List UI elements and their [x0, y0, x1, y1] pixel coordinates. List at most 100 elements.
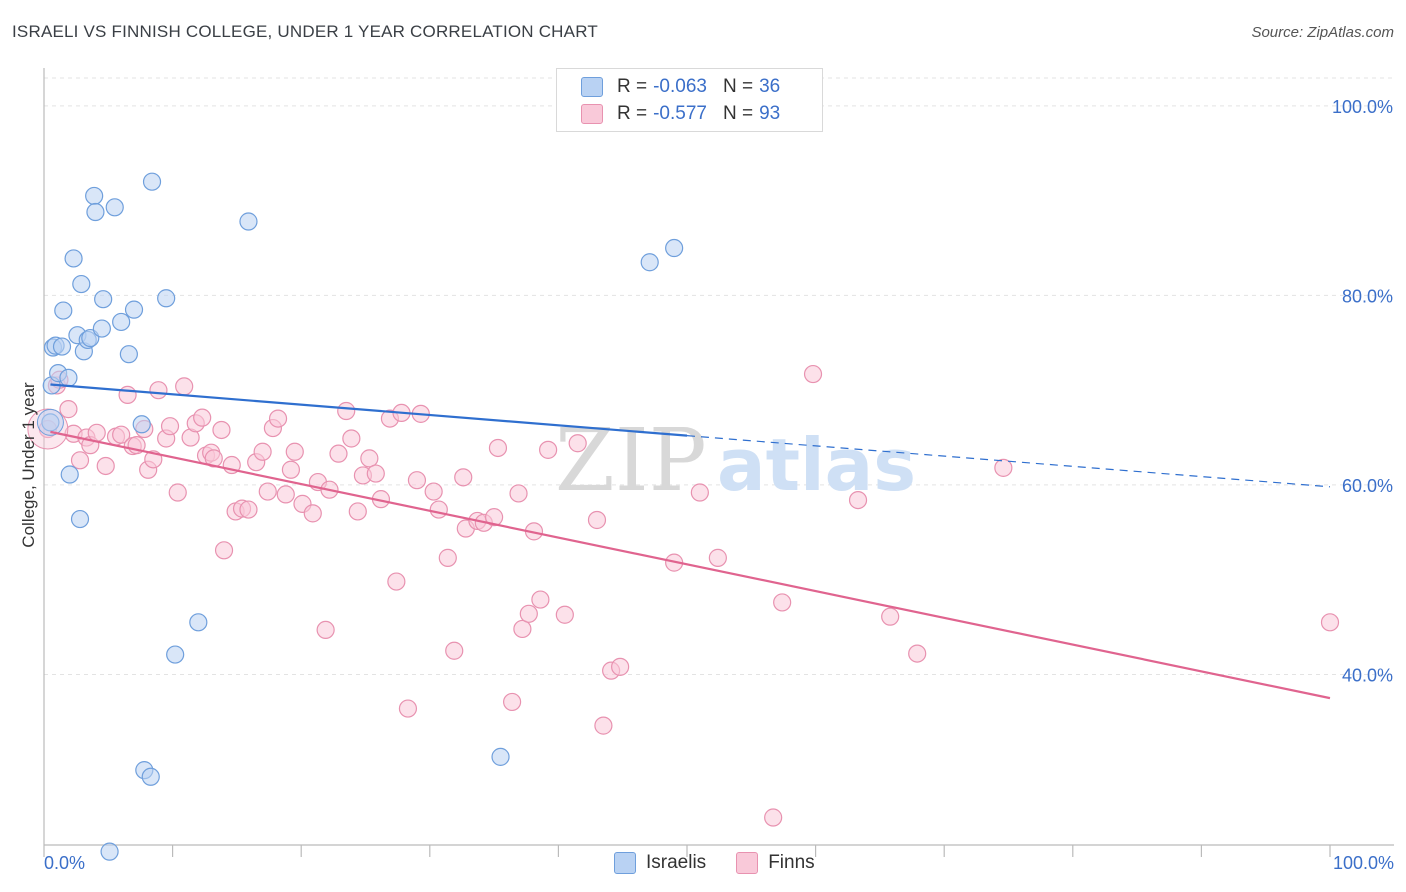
- finns-point[interactable]: [587, 510, 607, 530]
- finns-point[interactable]: [329, 444, 348, 463]
- finns-point[interactable]: [212, 420, 231, 440]
- finns-point[interactable]: [87, 423, 106, 442]
- finns-point[interactable]: [96, 456, 115, 476]
- finns-point[interactable]: [168, 483, 187, 502]
- israelis-trend-extension: [686, 435, 1331, 488]
- israelis-point[interactable]: [100, 842, 119, 861]
- finns-point[interactable]: [149, 381, 168, 400]
- finns-point[interactable]: [531, 590, 550, 609]
- finns-point[interactable]: [239, 500, 258, 519]
- finns-point[interactable]: [994, 458, 1013, 477]
- israelis-point[interactable]: [665, 238, 684, 258]
- finns-point[interactable]: [193, 408, 212, 427]
- finns-point[interactable]: [342, 429, 361, 448]
- finns-point[interactable]: [285, 442, 304, 461]
- finns-point[interactable]: [258, 482, 277, 501]
- finns-point[interactable]: [539, 440, 558, 459]
- israelis-point[interactable]: [239, 212, 258, 231]
- israelis-point[interactable]: [142, 172, 162, 191]
- israelis-swatch: [614, 852, 636, 874]
- finns-points: [27, 364, 1340, 827]
- r-label: R =: [617, 103, 648, 124]
- finns-point[interactable]: [690, 483, 709, 502]
- israelis-point[interactable]: [124, 300, 144, 319]
- x-tick-label-max: 100.0%: [1333, 853, 1394, 873]
- finns-point[interactable]: [568, 434, 587, 453]
- israelis-point[interactable]: [85, 186, 104, 206]
- finns-point[interactable]: [503, 692, 522, 712]
- x-tick-label-min: 0.0%: [44, 853, 85, 873]
- finns-point[interactable]: [118, 385, 137, 405]
- israelis-point[interactable]: [86, 202, 105, 222]
- finns-point[interactable]: [848, 490, 868, 510]
- finns-point[interactable]: [445, 641, 464, 660]
- finns-point[interactable]: [881, 607, 900, 626]
- israelis-point[interactable]: [52, 337, 72, 356]
- finns-point[interactable]: [424, 482, 443, 501]
- finns-point[interactable]: [438, 548, 457, 567]
- finns-point[interactable]: [268, 409, 288, 428]
- finns-point[interactable]: [429, 500, 448, 519]
- finns-point[interactable]: [555, 605, 574, 624]
- israelis-point[interactable]: [60, 465, 79, 484]
- finns-point[interactable]: [160, 417, 180, 436]
- finns-point[interactable]: [708, 548, 727, 567]
- finns-point[interactable]: [594, 716, 613, 735]
- legend-item-finns[interactable]: Finns: [736, 852, 815, 874]
- finns-point[interactable]: [485, 508, 504, 527]
- israelis-point[interactable]: [640, 253, 659, 272]
- n-label: N =: [722, 103, 754, 124]
- finns-point[interactable]: [519, 604, 538, 623]
- n-label: N =: [722, 76, 754, 97]
- israelis-point[interactable]: [54, 301, 73, 320]
- israelis-trend-line: [50, 383, 688, 437]
- israelis-point[interactable]: [72, 274, 91, 294]
- finns-point[interactable]: [281, 460, 301, 479]
- finns-point[interactable]: [175, 377, 194, 396]
- finns-point[interactable]: [764, 808, 783, 827]
- israelis-point[interactable]: [132, 415, 151, 434]
- israelis-point[interactable]: [189, 613, 208, 632]
- israelis-point[interactable]: [92, 319, 111, 338]
- finns-point[interactable]: [908, 644, 927, 663]
- finns-point[interactable]: [337, 401, 356, 421]
- israelis-point[interactable]: [105, 198, 124, 217]
- finns-point[interactable]: [214, 541, 234, 560]
- finns-point[interactable]: [360, 449, 379, 468]
- finns-point[interactable]: [1320, 613, 1340, 632]
- r-label: R =: [617, 76, 648, 97]
- legend-item-israelis[interactable]: Israelis: [614, 852, 706, 874]
- finns-point[interactable]: [488, 438, 508, 458]
- israelis-point[interactable]: [64, 249, 83, 268]
- finns-point[interactable]: [611, 657, 630, 676]
- israelis-point[interactable]: [141, 767, 160, 786]
- israelis-point[interactable]: [166, 645, 185, 664]
- israelis-point[interactable]: [157, 289, 176, 308]
- finns-point[interactable]: [773, 593, 792, 612]
- israelis-point[interactable]: [94, 290, 113, 309]
- finns-point[interactable]: [59, 400, 78, 419]
- finns-point[interactable]: [407, 471, 427, 490]
- finns-point[interactable]: [366, 464, 385, 483]
- finns-point[interactable]: [454, 468, 473, 487]
- finns-point[interactable]: [387, 572, 406, 591]
- finns-point[interactable]: [803, 364, 823, 384]
- israelis-point-large[interactable]: [36, 408, 64, 436]
- israelis-point[interactable]: [59, 368, 78, 387]
- finns-trend-line: [50, 430, 1331, 700]
- finns-point[interactable]: [112, 425, 131, 444]
- finns-point[interactable]: [348, 502, 367, 521]
- israelis-point[interactable]: [119, 345, 138, 364]
- finns-point[interactable]: [276, 485, 295, 504]
- finns-point[interactable]: [303, 504, 322, 523]
- israelis-point[interactable]: [112, 312, 131, 332]
- finns-point[interactable]: [70, 451, 90, 470]
- israelis-point[interactable]: [70, 509, 90, 529]
- finns-point[interactable]: [509, 484, 528, 503]
- finns-point[interactable]: [253, 442, 272, 461]
- finns-point[interactable]: [398, 699, 418, 718]
- finns-point[interactable]: [513, 619, 532, 639]
- finns-point[interactable]: [316, 620, 335, 640]
- israelis-point[interactable]: [491, 747, 510, 766]
- trend-lines: [50, 383, 1331, 700]
